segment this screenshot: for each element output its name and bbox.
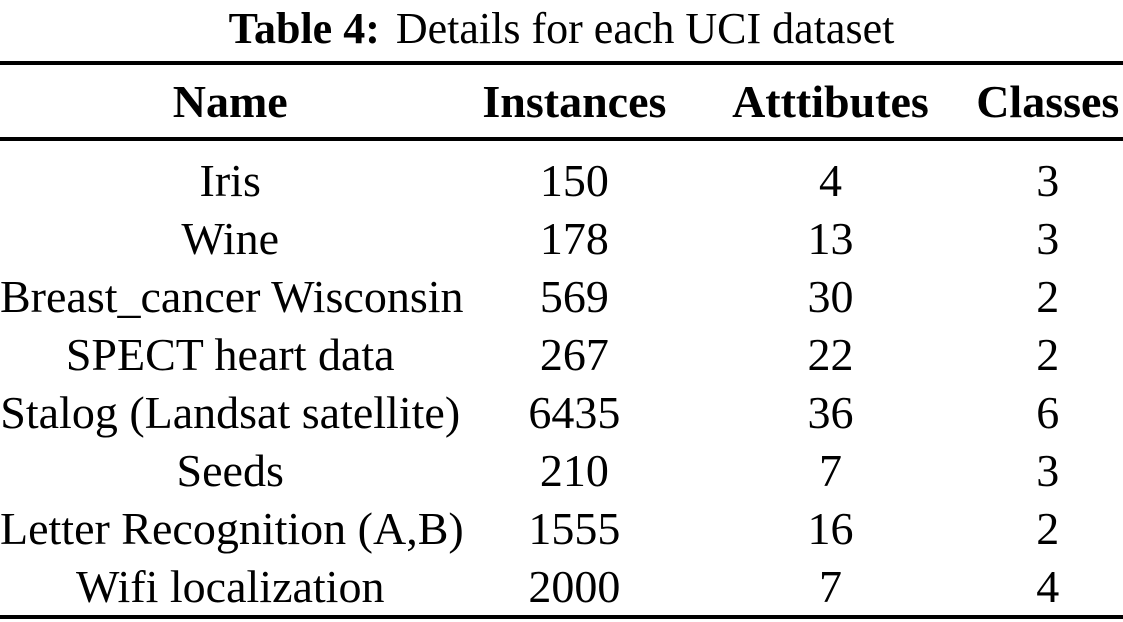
cell-classes: 2 [1036,328,1060,380]
table-row: Stalog (Landsat satellite) 6435 36 6 [0,383,1123,441]
table-row: Letter Recognition (A,B) 1555 16 2 [0,499,1123,557]
table-row: Wifi localization 2000 7 4 [0,557,1123,617]
cell-name: Stalog (Landsat satellite) [0,386,461,438]
cell-attributes: 36 [807,386,854,438]
table-caption-text: Details for each UCI dataset [395,4,895,53]
table-caption-label: Table 4: [228,4,380,53]
cell-name: Iris [199,154,261,206]
cell-instances: 210 [539,444,609,496]
cell-attributes: 7 [818,444,842,496]
column-header-instances: Instances [460,63,689,141]
cell-classes: 2 [1036,502,1060,554]
cell-attributes: 30 [807,270,854,322]
table-row: Breast_cancer Wisconsin 569 30 2 [0,267,1123,325]
cell-name: Wifi localization [75,560,385,612]
header-row: Name Instances Atttibutes Classes [0,63,1123,141]
uci-dataset-table: Name Instances Atttibutes Classes Iris 1… [0,61,1123,619]
cell-classes: 3 [1036,212,1060,264]
cell-classes: 6 [1036,386,1060,438]
cell-classes: 2 [1036,270,1060,322]
cell-classes: 3 [1036,154,1060,206]
cell-attributes: 13 [807,212,854,264]
table-row: Wine 178 13 3 [0,209,1123,267]
table-row: Iris 150 4 3 [0,139,1123,209]
column-header-attributes: Atttibutes [688,63,973,141]
cell-instances: 1555 [528,502,621,554]
table-caption: Table 4: Details for each UCI dataset [0,0,1123,54]
cell-attributes: 22 [807,328,854,380]
cell-name: Letter Recognition (A,B) [0,502,464,554]
cell-name: Breast_cancer Wisconsin [0,270,464,322]
cell-instances: 267 [539,328,609,380]
cell-instances: 150 [539,154,609,206]
column-header-classes: Classes [972,63,1123,141]
cell-instances: 6435 [528,386,621,438]
cell-instances: 569 [539,270,609,322]
cell-attributes: 16 [807,502,854,554]
cell-name: SPECT heart data [65,328,395,380]
table-row: SPECT heart data 267 22 2 [0,325,1123,383]
cell-instances: 2000 [528,560,621,612]
cell-attributes: 4 [818,154,842,206]
cell-classes: 3 [1036,444,1060,496]
cell-attributes: 7 [818,560,842,612]
table-row: Seeds 210 7 3 [0,441,1123,499]
column-header-name: Name [0,63,461,141]
cell-name: Seeds [176,444,284,496]
cell-name: Wine [181,212,280,264]
cell-instances: 178 [539,212,609,264]
cell-classes: 4 [1036,560,1060,612]
